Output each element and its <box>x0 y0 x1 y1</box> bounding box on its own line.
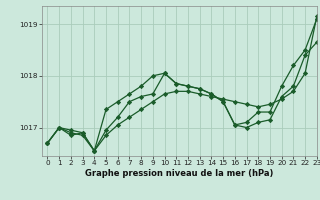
X-axis label: Graphe pression niveau de la mer (hPa): Graphe pression niveau de la mer (hPa) <box>85 169 273 178</box>
